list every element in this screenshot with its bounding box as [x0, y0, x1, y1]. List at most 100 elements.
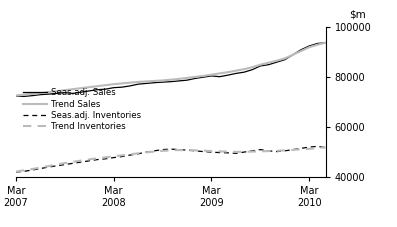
Seas.adj. Inventories [258, 148, 263, 151]
Line: Seas.adj. Inventories: Seas.adj. Inventories [16, 146, 326, 172]
Trend Sales [71, 88, 75, 91]
Trend Sales [323, 41, 328, 44]
Seas.adj. Sales [217, 75, 222, 78]
Seas.adj. Inventories [46, 166, 51, 168]
Legend: Seas.adj. Sales, Trend Sales, Seas.adj. Inventories, Trend Inventories: Seas.adj. Sales, Trend Sales, Seas.adj. … [23, 89, 141, 131]
Seas.adj. Sales [46, 93, 51, 96]
Trend Sales [266, 61, 271, 64]
Trend Inventories [233, 151, 238, 153]
Trend Sales [193, 76, 198, 78]
Trend Inventories [209, 150, 214, 153]
Seas.adj. Sales [13, 95, 18, 97]
Seas.adj. Sales [144, 82, 148, 85]
Trend Sales [225, 71, 230, 74]
Seas.adj. Sales [307, 44, 312, 47]
Seas.adj. Inventories [119, 155, 124, 158]
Seas.adj. Sales [233, 72, 238, 75]
Trend Inventories [193, 149, 198, 152]
Seas.adj. Inventories [250, 150, 254, 152]
Line: Trend Sales: Trend Sales [16, 43, 326, 95]
Seas.adj. Sales [250, 68, 254, 71]
Trend Inventories [160, 150, 165, 152]
Trend Inventories [127, 153, 132, 156]
Trend Sales [127, 81, 132, 84]
Seas.adj. Sales [201, 76, 206, 79]
Trend Sales [209, 73, 214, 76]
Trend Sales [62, 89, 67, 91]
Trend Inventories [201, 149, 206, 152]
Seas.adj. Inventories [38, 167, 43, 170]
Seas.adj. Inventories [71, 162, 75, 165]
Trend Sales [136, 81, 141, 83]
Trend Inventories [299, 148, 303, 151]
Seas.adj. Inventories [201, 150, 206, 153]
Trend Inventories [62, 162, 67, 164]
Seas.adj. Inventories [111, 156, 116, 159]
Trend Inventories [177, 149, 181, 151]
Trend Sales [22, 93, 27, 96]
Seas.adj. Inventories [177, 148, 181, 151]
Trend Sales [160, 79, 165, 82]
Seas.adj. Inventories [225, 151, 230, 154]
Seas.adj. Inventories [242, 151, 247, 153]
Trend Sales [315, 43, 320, 46]
Trend Inventories [315, 147, 320, 149]
Trend Inventories [30, 168, 35, 170]
Trend Inventories [119, 154, 124, 157]
Seas.adj. Sales [209, 74, 214, 77]
Seas.adj. Sales [62, 91, 67, 94]
Trend Sales [291, 53, 295, 56]
Trend Inventories [79, 159, 83, 162]
Seas.adj. Inventories [217, 151, 222, 154]
Seas.adj. Sales [291, 53, 295, 56]
Seas.adj. Inventories [144, 151, 148, 153]
Trend Sales [119, 82, 124, 85]
Trend Inventories [144, 151, 148, 154]
Trend Sales [111, 83, 116, 86]
Trend Sales [201, 74, 206, 77]
Trend Sales [177, 78, 181, 80]
Seas.adj. Inventories [22, 170, 27, 173]
Seas.adj. Inventories [168, 148, 173, 151]
Trend Inventories [103, 156, 108, 159]
Trend Sales [13, 94, 18, 97]
Seas.adj. Inventories [95, 158, 100, 161]
Seas.adj. Sales [315, 42, 320, 45]
Trend Sales [152, 80, 157, 82]
Seas.adj. Sales [274, 61, 279, 64]
Trend Sales [185, 76, 189, 79]
Trend Inventories [291, 148, 295, 151]
Trend Inventories [71, 160, 75, 163]
Trend Sales [233, 69, 238, 72]
Seas.adj. Sales [160, 81, 165, 84]
Trend Sales [250, 66, 254, 69]
Seas.adj. Inventories [209, 151, 214, 153]
Trend Inventories [258, 150, 263, 153]
Seas.adj. Inventories [307, 146, 312, 148]
Trend Inventories [95, 157, 100, 160]
Trend Inventories [242, 151, 247, 153]
Seas.adj. Inventories [291, 148, 295, 151]
Seas.adj. Inventories [160, 148, 165, 151]
Trend Sales [95, 85, 100, 88]
Seas.adj. Sales [38, 93, 43, 96]
Seas.adj. Sales [103, 88, 108, 91]
Seas.adj. Sales [79, 91, 83, 94]
Trend Inventories [185, 149, 189, 151]
Seas.adj. Inventories [193, 150, 198, 152]
Trend Inventories [274, 150, 279, 152]
Trend Sales [307, 46, 312, 49]
Seas.adj. Inventories [136, 153, 141, 155]
Line: Seas.adj. Sales: Seas.adj. Sales [16, 43, 326, 96]
Text: $m: $m [349, 10, 366, 20]
Trend Inventories [266, 150, 271, 153]
Trend Sales [30, 93, 35, 95]
Trend Inventories [152, 150, 157, 153]
Trend Sales [46, 91, 51, 94]
Seas.adj. Sales [111, 86, 116, 89]
Seas.adj. Inventories [62, 163, 67, 166]
Seas.adj. Sales [225, 74, 230, 76]
Trend Sales [274, 59, 279, 62]
Seas.adj. Sales [299, 48, 303, 51]
Seas.adj. Sales [95, 88, 100, 91]
